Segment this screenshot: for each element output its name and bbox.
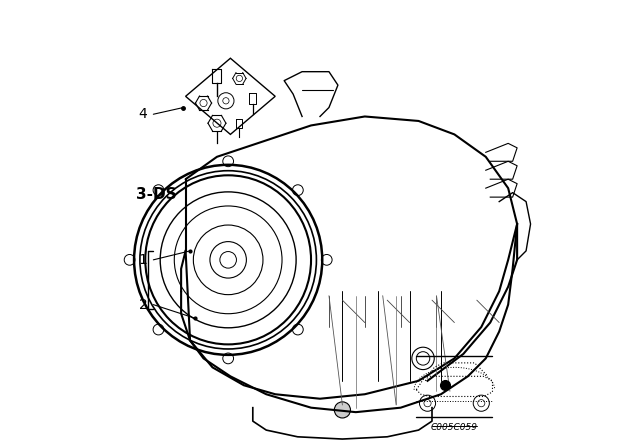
Polygon shape xyxy=(284,72,338,116)
Ellipse shape xyxy=(334,402,351,418)
Ellipse shape xyxy=(473,395,490,411)
Text: 2: 2 xyxy=(139,297,148,312)
Text: C005C059: C005C059 xyxy=(431,423,478,432)
Text: 1: 1 xyxy=(139,253,148,267)
Ellipse shape xyxy=(419,395,436,411)
Text: 4: 4 xyxy=(139,107,147,121)
Text: 3-DS: 3-DS xyxy=(136,187,177,202)
